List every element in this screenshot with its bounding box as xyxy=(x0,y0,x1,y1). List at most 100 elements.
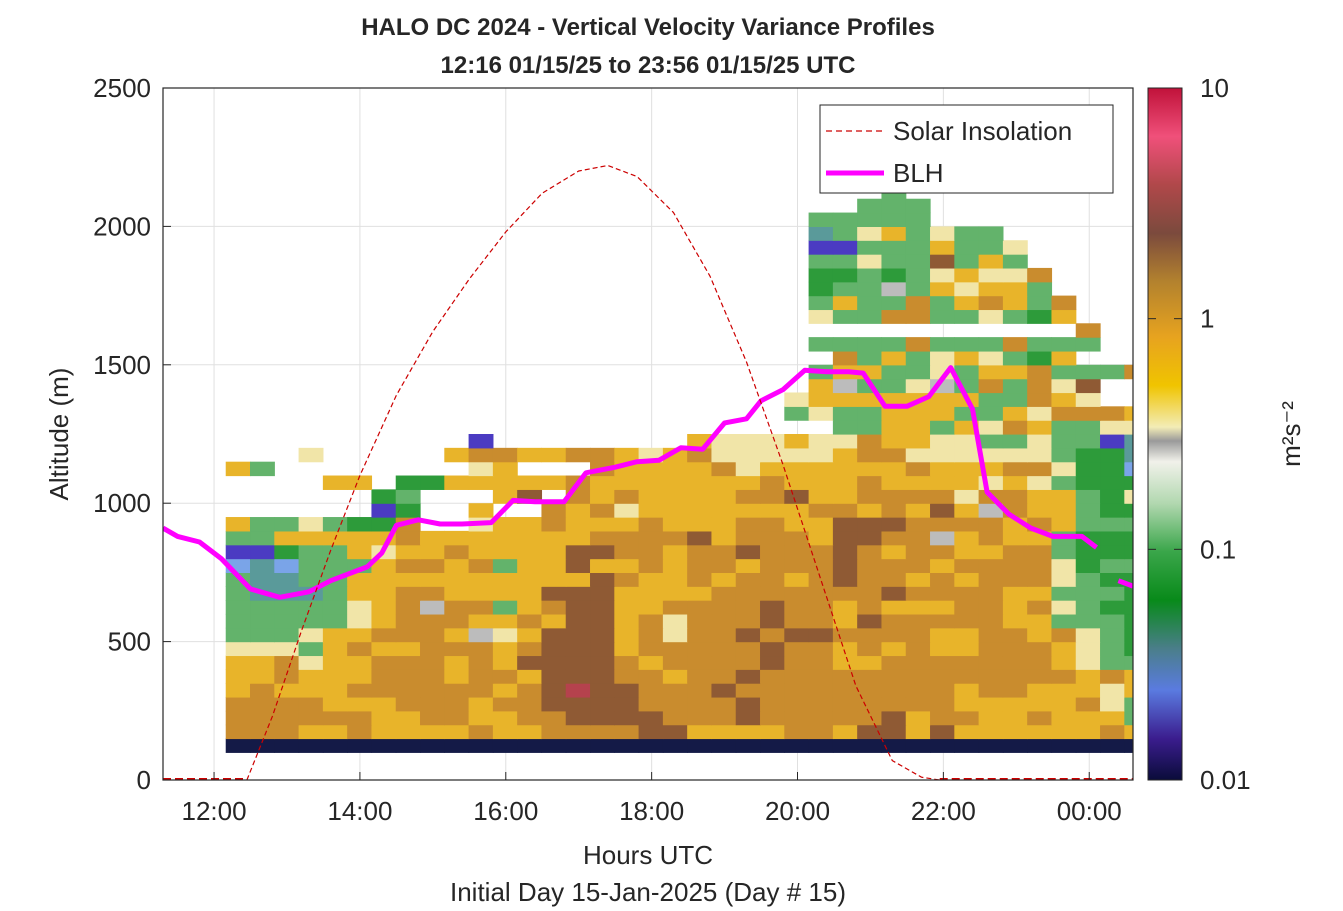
heatmap-cell xyxy=(808,254,834,269)
heatmap-cell xyxy=(1027,669,1053,684)
heatmap-cell xyxy=(371,710,397,726)
heatmap-cell xyxy=(905,572,931,587)
line-layer xyxy=(163,164,1133,780)
heatmap-cell xyxy=(1075,434,1101,449)
heatmap-cell xyxy=(954,655,980,670)
heatmap-cell xyxy=(954,434,980,449)
heatmap-cell xyxy=(687,724,713,740)
heatmap-cell xyxy=(274,655,300,670)
heatmap-cell xyxy=(857,572,883,587)
heatmap-cell xyxy=(857,226,883,241)
colorbar-tick-label: 0.1 xyxy=(1200,534,1236,564)
heatmap-cell xyxy=(978,226,1004,241)
heatmap-cell xyxy=(347,655,373,670)
heatmap-cell xyxy=(832,489,858,504)
heatmap-cell xyxy=(395,696,421,712)
heatmap-cell xyxy=(881,600,907,615)
heatmap-cell xyxy=(954,364,980,380)
heatmap-cell xyxy=(905,669,931,684)
heatmap-cell xyxy=(492,530,518,546)
heatmap-cell xyxy=(468,627,494,643)
heatmap-cell xyxy=(590,475,615,490)
heatmap-cell xyxy=(250,696,275,712)
legend-solar-label: Solar Insolation xyxy=(893,116,1072,146)
heatmap-cell xyxy=(468,600,494,615)
heatmap-cell xyxy=(1075,572,1101,587)
heatmap-cell xyxy=(517,696,543,712)
heatmap-cell xyxy=(930,627,955,643)
heatmap-cell xyxy=(420,586,445,601)
heatmap-cell xyxy=(662,600,688,615)
heatmap-cell xyxy=(905,475,931,490)
heatmap-cell xyxy=(590,586,615,601)
heatmap-cell xyxy=(371,641,397,657)
heatmap-cell xyxy=(857,489,883,504)
heatmap-cell xyxy=(832,350,858,366)
heatmap-cell xyxy=(420,627,445,643)
heatmap-cell xyxy=(662,489,688,504)
heatmap-cell xyxy=(1075,392,1101,407)
heatmap-cell xyxy=(808,724,834,740)
heatmap-cell xyxy=(978,350,1004,366)
heatmap-cell xyxy=(517,586,543,601)
heatmap-cell xyxy=(978,281,1004,297)
heatmap-cell xyxy=(881,558,907,573)
heatmap-cell xyxy=(298,710,324,726)
x-tick-label: 00:00 xyxy=(1057,796,1122,826)
heatmap-cell xyxy=(1124,696,1133,712)
heatmap-cell xyxy=(298,669,324,684)
heatmap-cell xyxy=(784,669,810,684)
heatmap-cell xyxy=(322,475,348,490)
heatmap-cell xyxy=(468,503,494,518)
heatmap-cell xyxy=(808,641,834,657)
heatmap-cell xyxy=(250,461,275,477)
heatmap-cell xyxy=(735,434,761,449)
heatmap-cell xyxy=(541,627,567,643)
heatmap-cell xyxy=(298,572,324,587)
heatmap-cell xyxy=(1075,669,1101,684)
heatmap-cell xyxy=(662,517,688,532)
heatmap-cell xyxy=(687,530,713,546)
heatmap-cell xyxy=(638,461,664,477)
heatmap-cell xyxy=(760,724,785,740)
heatmap-cell xyxy=(687,669,713,684)
heatmap-cell xyxy=(517,517,543,532)
heatmap-cell xyxy=(1051,447,1077,463)
heatmap-cell xyxy=(808,627,834,643)
heatmap-cell xyxy=(1051,669,1077,684)
heatmap-cell xyxy=(590,655,615,670)
colorbar-label: m²s⁻² xyxy=(1276,401,1306,467)
heatmap-cell xyxy=(978,364,1004,380)
heatmap-cell xyxy=(347,710,373,726)
heatmap-cell xyxy=(930,613,955,629)
heatmap-cell xyxy=(784,447,810,463)
heatmap-cell xyxy=(881,254,907,269)
heatmap-cell xyxy=(784,683,810,698)
heatmap-cell xyxy=(930,641,955,657)
heatmap-cell xyxy=(638,530,664,546)
heatmap-cell xyxy=(517,724,543,740)
heatmap-cell xyxy=(784,641,810,657)
legend: Solar Insolation BLH xyxy=(819,104,1114,194)
heatmap-cell xyxy=(1075,600,1101,615)
heatmap-cell xyxy=(517,558,543,573)
heatmap-cell xyxy=(225,738,251,753)
heatmap-cell xyxy=(1051,420,1077,435)
heatmap-cell xyxy=(444,530,470,546)
heatmap-cell xyxy=(1124,600,1133,615)
heatmap-cell xyxy=(347,530,373,546)
heatmap-cell xyxy=(832,600,858,615)
heatmap-cell xyxy=(978,600,1004,615)
heatmap-cell xyxy=(1051,724,1077,740)
heatmap-cell xyxy=(250,558,275,573)
heatmap-cell xyxy=(1002,655,1028,670)
heatmap-cell xyxy=(881,281,907,297)
heatmap-cell xyxy=(517,530,543,546)
x-tick-label: 18:00 xyxy=(619,796,684,826)
heatmap-cell xyxy=(250,669,275,684)
heatmap-cell xyxy=(905,406,931,421)
heatmap-cell xyxy=(784,461,810,477)
heatmap-cell xyxy=(274,530,300,546)
heatmap-cell xyxy=(662,613,688,629)
heatmap-cell xyxy=(881,350,907,366)
